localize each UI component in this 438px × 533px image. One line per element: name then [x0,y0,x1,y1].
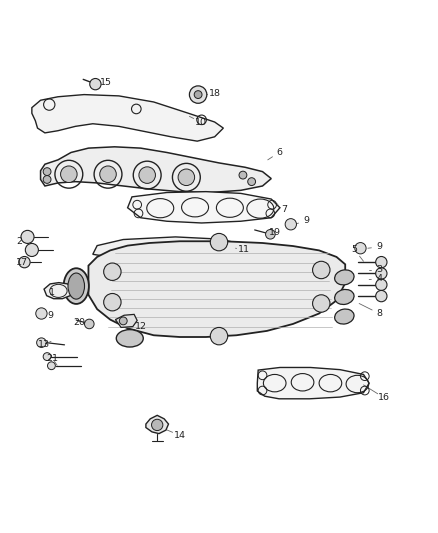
Text: 7: 7 [281,205,287,214]
Circle shape [104,263,121,280]
Text: 5: 5 [352,246,358,254]
Text: 9: 9 [303,216,309,225]
Text: 9: 9 [47,311,53,320]
Circle shape [313,295,330,312]
Circle shape [60,166,77,182]
Circle shape [376,290,387,302]
Circle shape [19,256,30,268]
Text: 18: 18 [208,89,221,98]
Circle shape [313,261,330,279]
Circle shape [139,167,155,183]
Circle shape [239,171,247,179]
Circle shape [210,327,228,345]
Polygon shape [32,94,223,141]
Polygon shape [88,241,345,337]
Text: 15: 15 [100,78,112,87]
Ellipse shape [68,273,85,299]
Text: 8: 8 [376,309,382,318]
Circle shape [178,169,194,185]
Circle shape [265,230,275,239]
Circle shape [376,279,387,290]
Text: 9: 9 [376,243,382,252]
Polygon shape [44,282,73,298]
Circle shape [376,268,387,279]
Ellipse shape [335,289,354,304]
Polygon shape [116,314,137,327]
Text: 20: 20 [73,318,85,327]
Polygon shape [41,147,271,192]
Polygon shape [146,415,169,434]
Circle shape [100,166,116,182]
Ellipse shape [64,268,89,304]
Circle shape [43,353,51,360]
Ellipse shape [116,329,143,347]
Text: 10: 10 [195,117,207,126]
Circle shape [152,419,163,431]
Text: 21: 21 [47,354,59,364]
Text: 6: 6 [276,148,282,157]
Text: 12: 12 [134,321,147,330]
Circle shape [43,168,51,175]
Circle shape [21,230,34,244]
Text: 1: 1 [49,288,54,297]
Polygon shape [93,237,250,261]
Text: 16: 16 [378,393,390,402]
Circle shape [285,219,297,230]
Circle shape [36,308,47,319]
Circle shape [25,244,39,256]
Text: 13: 13 [38,341,50,349]
Text: 4: 4 [376,274,382,283]
Circle shape [119,317,127,325]
Circle shape [210,233,228,251]
Circle shape [194,91,202,99]
Text: 14: 14 [174,431,186,440]
Circle shape [43,175,51,183]
Text: 17: 17 [16,257,28,266]
Circle shape [85,319,94,329]
Text: 11: 11 [238,246,250,254]
Circle shape [47,362,55,370]
Circle shape [90,78,101,90]
Polygon shape [127,192,280,223]
Circle shape [376,256,387,268]
Circle shape [355,243,366,254]
Text: 2: 2 [17,237,23,246]
Ellipse shape [335,270,354,285]
Circle shape [248,177,255,185]
Text: 19: 19 [268,228,281,237]
Circle shape [37,338,46,348]
Circle shape [189,86,207,103]
Text: 3: 3 [376,265,382,274]
Ellipse shape [335,309,354,324]
Polygon shape [257,367,369,399]
Circle shape [104,294,121,311]
